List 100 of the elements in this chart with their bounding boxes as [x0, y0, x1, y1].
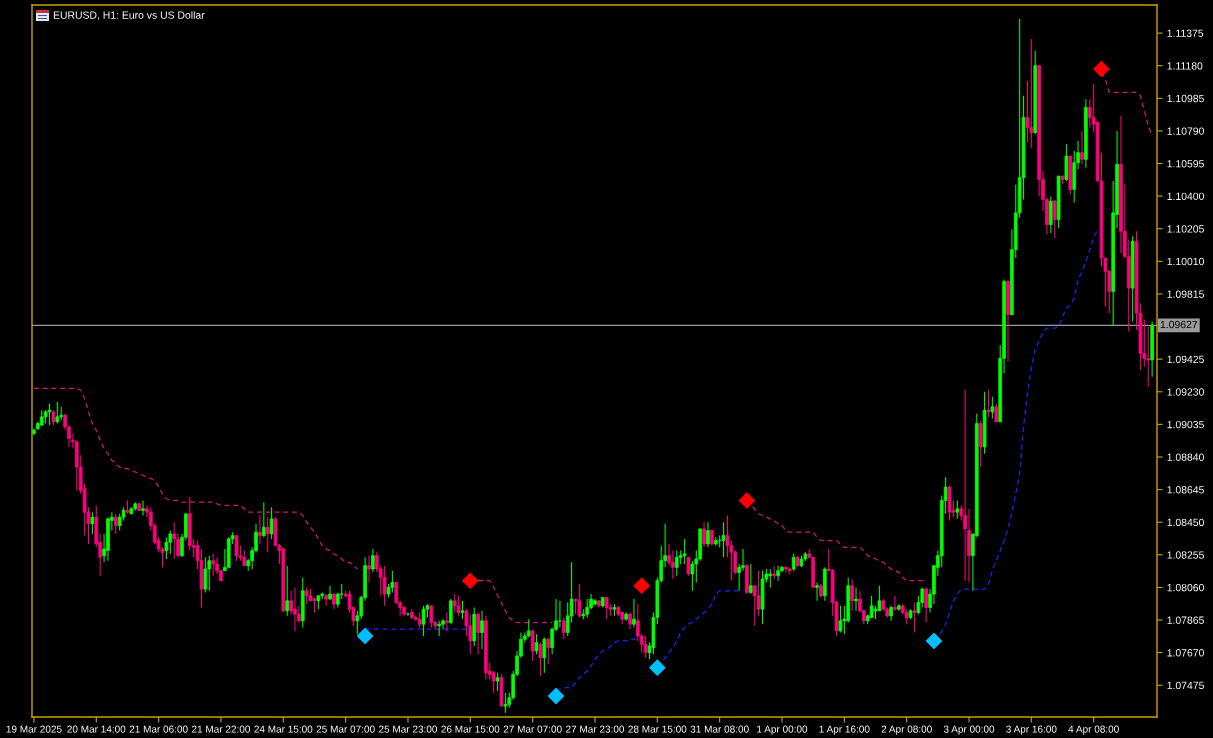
candlestick	[480, 610, 484, 650]
candlestick	[562, 616, 566, 640]
y-tick-label: 1.08840	[1167, 453, 1204, 461]
x-tick-label: 20 Mar 14:00	[67, 725, 126, 733]
candlestick	[854, 586, 858, 612]
y-tick-label: 1.08450	[1167, 518, 1204, 527]
candlestick	[164, 536, 169, 560]
candlestick	[90, 511, 95, 535]
y-tick-label: 1.07865	[1167, 616, 1204, 624]
x-tick-label: 3 Apr 00:00	[943, 725, 995, 735]
candlestick	[476, 611, 480, 655]
y-tick-label: 1.07670	[1167, 649, 1204, 657]
y-tick-label: 1.09230	[1167, 388, 1204, 396]
candlestick	[838, 605, 843, 634]
candlestick	[768, 568, 773, 588]
x-tick-label: 26 Mar 15:00	[441, 725, 500, 733]
candlestick	[690, 560, 695, 592]
candlestick	[674, 550, 679, 577]
y-tick-label: 1.08255	[1167, 551, 1204, 559]
candlestick	[265, 516, 270, 553]
candlestick	[963, 389, 967, 582]
candlestick	[776, 565, 780, 582]
y-tick-label: 1.07475	[1167, 681, 1204, 690]
x-tick-label: 27 Mar 07:00	[503, 725, 562, 733]
text: EURUSD, H1: Euro vs US Dollar	[53, 11, 205, 21]
y-tick-label: 1.11375	[1167, 29, 1204, 37]
x-tick-label: 21 Mar 06:00	[129, 725, 188, 733]
candlestick	[534, 633, 539, 655]
candlestick	[749, 563, 753, 595]
y-tick-label: 1.09815	[1167, 290, 1204, 298]
x-tick-label: 1 Apr 16:00	[819, 725, 870, 735]
y-tick-label: 1.09425	[1167, 355, 1204, 364]
candlestick	[468, 613, 473, 655]
x-tick-label: 3 Apr 16:00	[1006, 725, 1057, 735]
y-tick-label: 1.08645	[1167, 486, 1204, 494]
x-tick-label: 21 Mar 22:00	[192, 725, 251, 733]
candlestick	[172, 521, 177, 560]
point	[648, 659, 666, 677]
x-tick-label: 31 Mar 08:00	[690, 725, 749, 733]
candlestick	[585, 598, 590, 619]
candlestick	[113, 513, 118, 535]
candlestick	[390, 570, 395, 593]
candlestick	[207, 555, 212, 592]
candlestick	[1049, 195, 1053, 234]
candlestick	[262, 501, 266, 538]
candlestick	[293, 586, 297, 632]
candlestick	[449, 598, 453, 625]
candlestick	[456, 595, 461, 617]
candlestick	[1146, 324, 1151, 388]
y-tick-label: 1.10985	[1167, 94, 1204, 103]
candlestick	[538, 642, 543, 677]
candlestick	[702, 521, 706, 548]
ref-line-label: 1.09627	[1160, 320, 1198, 329]
candlestick	[1080, 130, 1084, 165]
x-tick-label: 1 Apr 00:00	[757, 725, 808, 735]
candlestick	[869, 595, 874, 619]
candlestick	[990, 396, 995, 420]
candlestick	[1052, 198, 1057, 239]
x-tick-label: 19 Mar 2025	[6, 725, 62, 733]
x-tick-label: 25 Mar 23:00	[379, 725, 438, 733]
candlestick	[526, 618, 531, 639]
candlestick	[460, 600, 465, 620]
candlestick	[491, 670, 496, 694]
candlestick	[978, 419, 983, 468]
candlestick	[168, 530, 173, 555]
x-tick-label: 2 Apr 08:00	[881, 725, 932, 735]
y-tick-label: 1.10595	[1167, 160, 1204, 168]
candlestick	[924, 586, 928, 624]
y-tick-label: 1.10205	[1167, 225, 1204, 233]
candlestick	[203, 556, 208, 593]
y-tick-label: 1.10010	[1167, 257, 1204, 266]
y-tick-label: 1.11180	[1167, 62, 1203, 70]
candlestick	[367, 555, 371, 583]
candlestick	[452, 593, 457, 614]
candlestick	[258, 514, 262, 545]
candlestick	[686, 556, 691, 577]
y-tick-label: 1.08060	[1167, 583, 1204, 592]
candlestick	[530, 628, 535, 662]
y-tick-label: 1.09035	[1167, 420, 1204, 429]
y-tick-label: 1.10790	[1167, 127, 1204, 135]
candlestick	[893, 595, 897, 612]
candlestick	[445, 611, 449, 632]
x-tick-label: 28 Mar 15:00	[628, 725, 687, 733]
y-tick-label: 1.10400	[1167, 192, 1204, 200]
candlestick	[394, 581, 399, 605]
x-tick-label: 27 Mar 23:00	[566, 725, 625, 733]
candlestick	[1064, 143, 1069, 182]
candlestick	[632, 598, 636, 629]
candlestick	[211, 553, 215, 577]
candlestick	[141, 499, 145, 517]
point	[461, 572, 479, 590]
candlestick	[437, 620, 441, 637]
candlestick	[546, 637, 551, 665]
candlestick	[542, 637, 547, 674]
x-tick-label: 25 Mar 07:00	[316, 725, 375, 733]
candlestick	[706, 521, 710, 548]
candlestick	[815, 581, 819, 602]
candlestick	[850, 578, 854, 612]
candlestick	[328, 585, 332, 600]
candlestick	[371, 548, 375, 573]
